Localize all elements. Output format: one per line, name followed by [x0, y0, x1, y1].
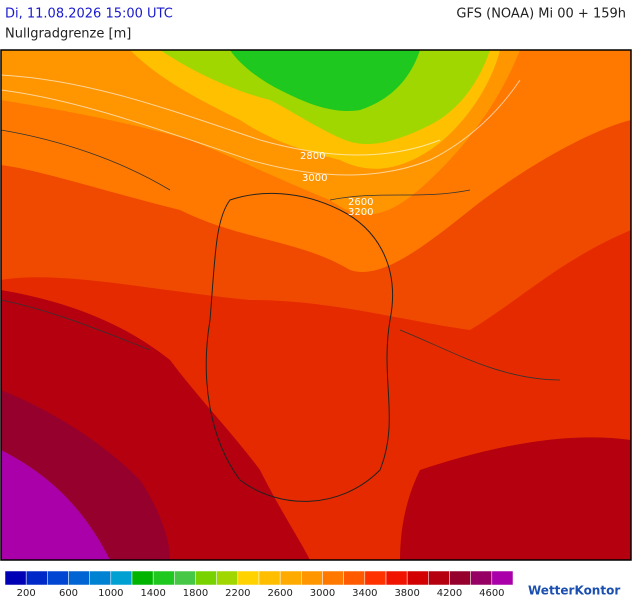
- contour-label: 2600: [348, 197, 373, 208]
- legend-swatch: [89, 570, 112, 586]
- legend-swatch: [47, 570, 69, 586]
- legend-swatch: [470, 570, 493, 586]
- legend-swatch: [216, 570, 239, 586]
- legend-swatch: [343, 570, 366, 586]
- legend-swatch: [279, 570, 302, 586]
- contour-label: 3000: [302, 173, 327, 184]
- legend-swatch: [68, 570, 90, 586]
- color-legend: 200 600 1000 1400 1800 2200 2600 3000 3400 3800 42…: [4, 570, 514, 599]
- legend-swatch: [110, 570, 133, 586]
- contour-label: 2800: [300, 151, 325, 162]
- legend-swatch: [428, 570, 450, 586]
- legend-swatch: [491, 570, 514, 586]
- legend-label: 2200: [225, 588, 250, 599]
- legend-swatch: [25, 570, 48, 586]
- legend-label: 1000: [98, 588, 123, 599]
- legend-swatch: [131, 570, 154, 586]
- legend-swatch: [195, 570, 217, 586]
- legend-label: 4600: [479, 588, 504, 599]
- legend-label: 600: [59, 588, 78, 599]
- legend-swatch: [301, 570, 323, 586]
- legend-swatch: [406, 570, 429, 586]
- legend-swatch: [258, 570, 281, 586]
- legend-label: 2600: [267, 588, 292, 599]
- legend-label: 200: [17, 588, 36, 599]
- map: 3000 2600 3200 2800: [0, 49, 632, 561]
- legend-swatch: [237, 570, 260, 586]
- legend-swatch: [4, 570, 27, 586]
- legend-swatch: [449, 570, 471, 586]
- legend-label: 3800: [394, 588, 419, 599]
- contour-label: 3200: [348, 207, 373, 218]
- model-run: GFS (NOAA) Mi 00 + 159h: [456, 7, 626, 22]
- legend-swatch: [322, 570, 344, 586]
- parameter: Nullgradgrenze [m]: [5, 27, 131, 42]
- legend-label: 3000: [310, 588, 335, 599]
- legend-label: 4200: [437, 588, 462, 599]
- legend-label: 1800: [183, 588, 208, 599]
- logo: WetterKontor: [528, 584, 620, 598]
- datetime: Di, 11.08.2026 15:00 UTC: [5, 7, 173, 22]
- legend-swatch: [152, 570, 175, 586]
- legend-label: 1400: [140, 588, 165, 599]
- legend-swatch: [174, 570, 196, 586]
- legend-label: 3400: [352, 588, 377, 599]
- legend-swatch: [364, 570, 387, 586]
- legend-swatch: [385, 570, 408, 586]
